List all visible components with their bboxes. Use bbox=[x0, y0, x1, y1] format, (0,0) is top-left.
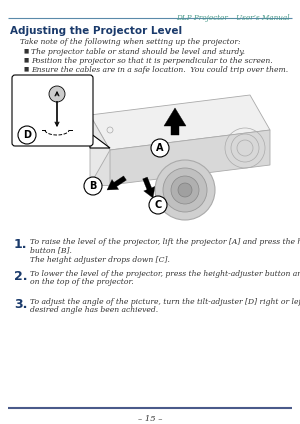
Text: Adjusting the Projector Level: Adjusting the Projector Level bbox=[10, 26, 182, 36]
FancyBboxPatch shape bbox=[12, 75, 93, 146]
Text: A: A bbox=[156, 143, 164, 153]
Circle shape bbox=[178, 183, 192, 197]
Text: Ensure the cables are in a safe location.  You could trip over them.: Ensure the cables are in a safe location… bbox=[31, 66, 288, 74]
Circle shape bbox=[171, 176, 199, 204]
Text: desired angle has been achieved.: desired angle has been achieved. bbox=[30, 306, 158, 314]
Text: B: B bbox=[89, 181, 97, 191]
Text: – 15 –: – 15 – bbox=[138, 415, 162, 423]
Text: The height adjuster drops down [C].: The height adjuster drops down [C]. bbox=[30, 256, 170, 264]
FancyArrow shape bbox=[107, 176, 126, 190]
Text: ■: ■ bbox=[24, 48, 29, 53]
Circle shape bbox=[163, 168, 207, 212]
FancyArrow shape bbox=[164, 108, 186, 135]
Polygon shape bbox=[90, 133, 110, 148]
Text: button [B].: button [B]. bbox=[30, 246, 72, 254]
Circle shape bbox=[151, 139, 169, 157]
Text: DLP Projector – User’s Manual: DLP Projector – User’s Manual bbox=[176, 14, 290, 22]
Circle shape bbox=[49, 86, 65, 102]
Text: To lower the level of the projector, press the height-adjuster button and push d: To lower the level of the projector, pre… bbox=[30, 270, 300, 278]
Text: Take note of the following when setting up the projector:: Take note of the following when setting … bbox=[20, 38, 241, 46]
Text: 3.: 3. bbox=[14, 298, 27, 311]
Text: 1.: 1. bbox=[14, 238, 28, 251]
Text: To raise the level of the projector, lift the projector [A] and press the height: To raise the level of the projector, lif… bbox=[30, 238, 300, 246]
Circle shape bbox=[84, 177, 102, 195]
Text: ■: ■ bbox=[24, 57, 29, 62]
Text: The projector table or stand should be level and sturdy.: The projector table or stand should be l… bbox=[31, 48, 245, 56]
Circle shape bbox=[149, 196, 167, 214]
Text: To adjust the angle of the picture, turn the tilt-adjuster [D] right or left unt: To adjust the angle of the picture, turn… bbox=[30, 298, 300, 306]
Polygon shape bbox=[90, 115, 110, 185]
Text: C: C bbox=[154, 200, 162, 210]
Text: D: D bbox=[23, 130, 31, 140]
Polygon shape bbox=[90, 95, 270, 150]
Polygon shape bbox=[110, 130, 270, 185]
Polygon shape bbox=[90, 150, 110, 185]
Circle shape bbox=[155, 160, 215, 220]
Text: 2.: 2. bbox=[14, 270, 28, 283]
Circle shape bbox=[18, 126, 36, 144]
Text: Position the projector so that it is perpendicular to the screen.: Position the projector so that it is per… bbox=[31, 57, 273, 65]
Text: on the top of the projector.: on the top of the projector. bbox=[30, 278, 134, 286]
Text: ■: ■ bbox=[24, 66, 29, 71]
FancyArrow shape bbox=[143, 177, 155, 198]
